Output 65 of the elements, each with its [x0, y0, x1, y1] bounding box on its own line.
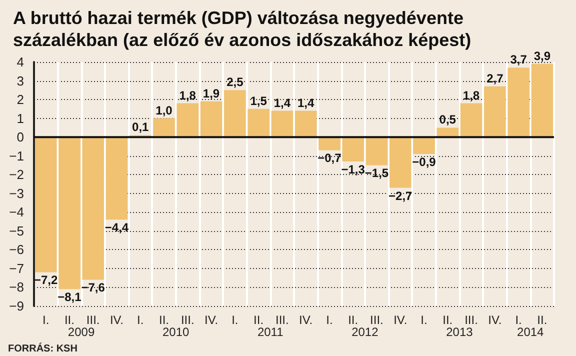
text: FORRÁS: KSH: [8, 342, 78, 354]
x-tick-label: IV.: [110, 313, 124, 327]
y-tick-label: −2: [9, 167, 24, 182]
y-tick-label: −5: [9, 223, 24, 238]
x-tick-label: I.: [515, 313, 522, 327]
data-label: 3,7: [510, 52, 528, 67]
x-tick-label: I.: [326, 313, 333, 327]
x-tick-label: IV.: [204, 313, 218, 327]
data-label: −4,4: [104, 220, 129, 235]
data-label: 0,5: [439, 112, 456, 127]
data-label: 1,4: [274, 96, 291, 110]
y-tick-label: −7: [9, 260, 24, 276]
y-tick-label: −1: [9, 148, 24, 164]
x-tick-label: III.: [276, 313, 289, 327]
text: 2009: [68, 325, 95, 339]
x-tick-label: I.: [420, 313, 428, 327]
x-tick-label: I.: [42, 313, 50, 327]
data-label: −0,9: [412, 154, 436, 169]
text: 2014: [517, 325, 544, 339]
chart-title: A bruttó hazai termék (GDP) változása negyedévente százalékban (az előző év azonos időszakához képest): [13, 8, 472, 50]
x-tick-label: II.: [158, 313, 170, 327]
x-tick-label: I.: [137, 313, 144, 327]
y-tick-label: 0: [16, 130, 24, 145]
data-label: −2,7: [388, 188, 413, 203]
x-tick-label: III.: [180, 313, 194, 327]
y-tick-label: 3: [16, 73, 24, 88]
y-tick-label: −9: [9, 298, 24, 314]
data-label: −7,6: [81, 280, 106, 295]
data-label: 1,0: [156, 103, 173, 118]
data-label: −1,5: [364, 166, 389, 180]
data-label: 0,1: [132, 120, 150, 134]
x-tick-label: IV.: [394, 313, 408, 327]
x-tick-label: IV.: [488, 313, 502, 327]
x-tick-label: III.: [464, 313, 478, 327]
data-label: 2,5: [226, 75, 244, 90]
data-label: 2,7: [486, 71, 504, 86]
x-tick-label: II.: [254, 313, 264, 327]
x-tick-label: II.: [537, 313, 548, 327]
data-label: 1,8: [179, 88, 196, 102]
data-label: 1,9: [202, 86, 220, 100]
y-tick-label: −8: [9, 280, 24, 295]
y-tick-label: 4: [16, 54, 24, 70]
y-tick-label: −6: [9, 242, 24, 258]
text: 2010: [162, 325, 190, 339]
data-label: −1,3: [341, 162, 366, 176]
y-tick-label: 2: [16, 92, 24, 108]
x-tick-label: IV.: [299, 313, 313, 327]
x-tick-label: II.: [348, 313, 358, 327]
y-tick-label: 1: [16, 110, 24, 126]
data-label: 1,4: [297, 96, 314, 110]
y-tick-label: −4: [9, 204, 24, 220]
data-label: −8,1: [58, 290, 82, 304]
x-tick-label: I.: [232, 313, 238, 327]
data-label: 3,9: [534, 48, 551, 63]
x-tick-label: III.: [86, 313, 100, 327]
text: 2012: [352, 325, 379, 339]
x-tick-label: II.: [442, 313, 453, 327]
text: 2011: [257, 325, 284, 339]
y-tick-label: −3: [9, 186, 24, 201]
text: 2013: [446, 325, 474, 339]
x-tick-label: II.: [64, 313, 74, 327]
x-tick-label: III.: [370, 313, 384, 327]
data-label: 1,5: [250, 94, 268, 108]
data-label: −0,7: [318, 151, 342, 166]
data-label: 1,8: [462, 88, 480, 102]
